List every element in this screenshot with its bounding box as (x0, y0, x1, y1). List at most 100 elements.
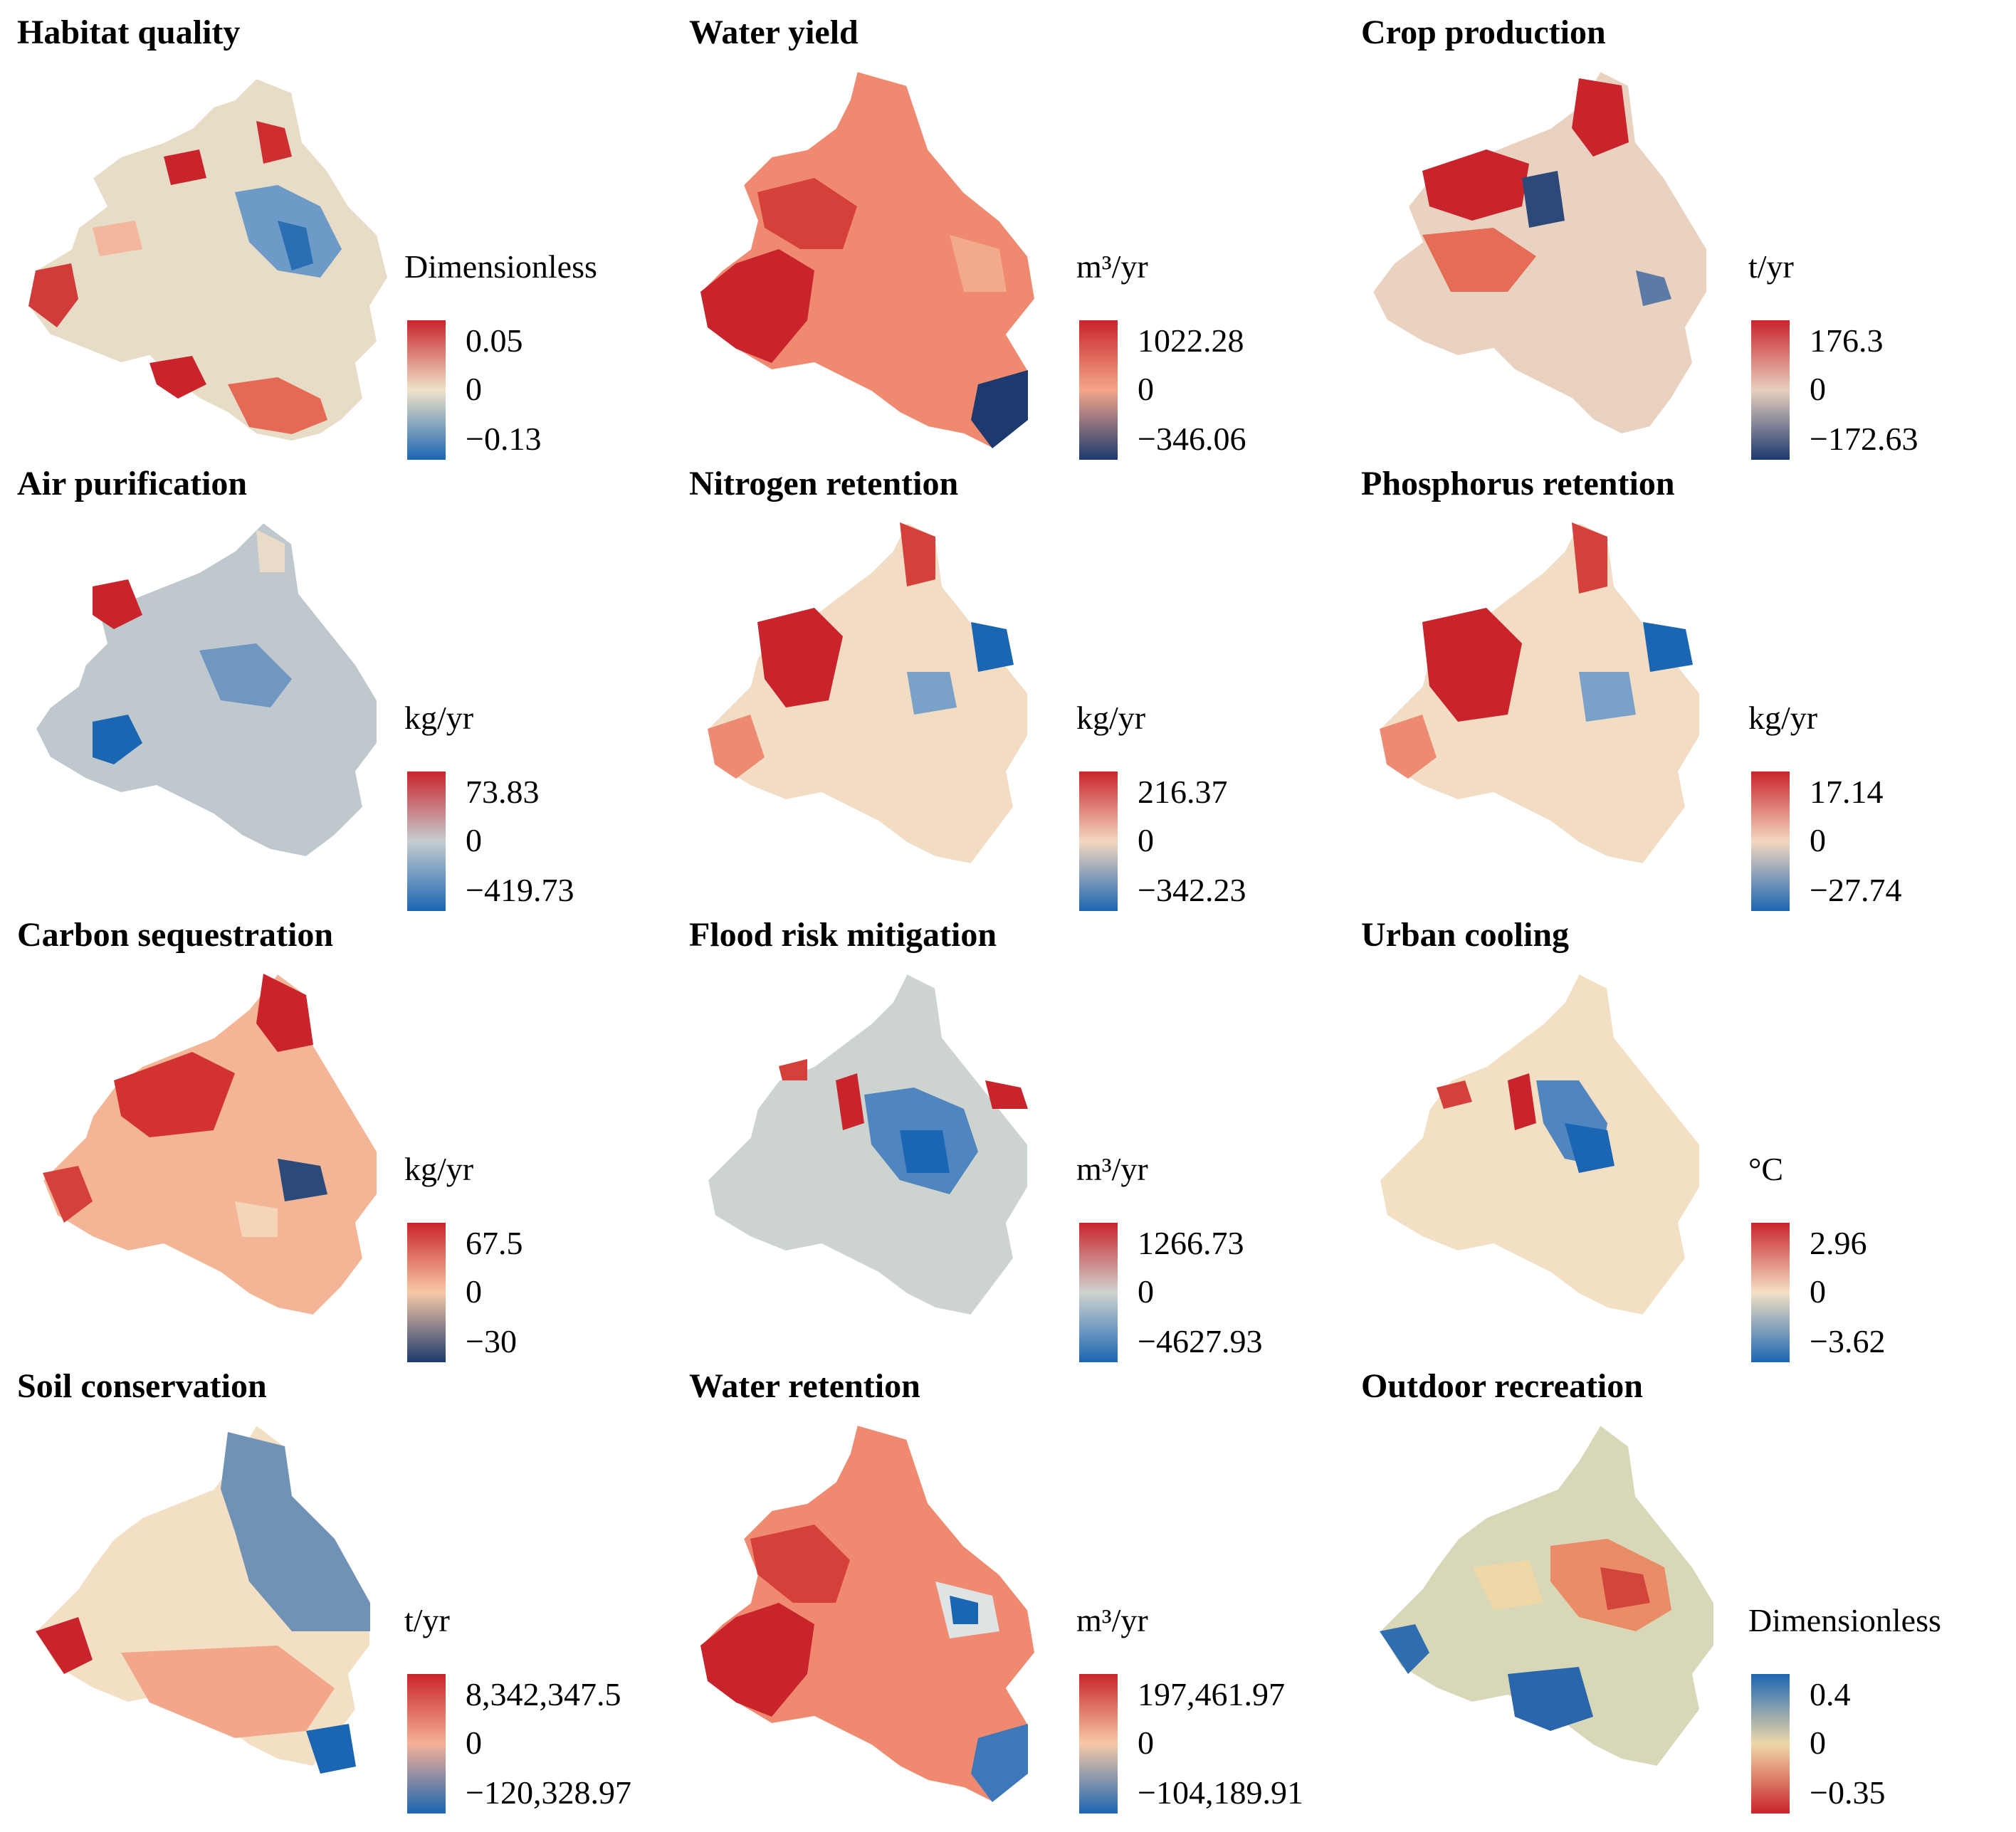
region-patch (1437, 1080, 1472, 1109)
region-map (706, 521, 1029, 865)
legend-zero-label: 0 (1138, 822, 1154, 858)
region-patch (278, 1159, 327, 1201)
region-patch (1600, 1567, 1650, 1610)
legend-min-label: −120,328.97 (466, 1774, 631, 1811)
region-patch (750, 1525, 850, 1603)
region-outline (699, 1423, 1036, 1804)
legend-min-label: −342.23 (1138, 872, 1246, 908)
panel-flood-risk-mitigation: Flood risk mitigation m³/yr 1266.73 0 −4… (672, 902, 1344, 1362)
legend-min-label: −27.74 (1810, 872, 1902, 908)
legend-unit: m³/yr (1076, 248, 1148, 285)
legend-zero-label: 0 (1810, 822, 1826, 858)
panel-title: Nitrogen retention (689, 465, 959, 502)
legend-unit: m³/yr (1076, 1151, 1148, 1187)
panel-air-purification: Air purification kg/yr 73.83 0 −419.73 (0, 451, 672, 911)
panel-title: Soil conservation (17, 1367, 267, 1405)
legend-unit: kg/yr (404, 700, 474, 736)
region-map (1378, 972, 1701, 1317)
region-patch (900, 522, 935, 586)
region-outline (706, 521, 1029, 865)
legend-min-label: −4627.93 (1138, 1323, 1263, 1359)
legend-colorbar (1751, 320, 1790, 460)
region-patch (779, 1059, 807, 1080)
region-patch (43, 1166, 93, 1223)
legend-max-label: 8,342,347.5 (466, 1676, 621, 1712)
legend-zero-label: 0 (1810, 1725, 1826, 1761)
panel-carbon-sequestration: Carbon sequestration kg/yr 67.5 0 −30 (0, 902, 672, 1362)
region-patch (1380, 1624, 1429, 1674)
legend-max-label: 67.5 (466, 1225, 523, 1261)
region-patch (1565, 1123, 1615, 1173)
region-outline (34, 521, 378, 858)
region-patch (950, 235, 1007, 292)
legend-colorbar (1079, 1223, 1118, 1362)
legend-min-label: −346.06 (1138, 421, 1246, 457)
region-patch (28, 263, 78, 327)
legend-colorbar (1751, 1223, 1790, 1362)
legend-max-label: 17.14 (1810, 774, 1884, 810)
region-patch (985, 1080, 1028, 1109)
legend-colorbar (1079, 320, 1118, 460)
legend-max-label: 73.83 (466, 774, 540, 810)
region-outline (1371, 70, 1708, 436)
region-patch (199, 643, 292, 707)
region-map (34, 1423, 371, 1774)
region-outline (1378, 972, 1701, 1317)
panel-title: Water retention (689, 1367, 920, 1405)
region-patch (1380, 715, 1437, 779)
legend-unit: kg/yr (1748, 700, 1818, 736)
region-patch (757, 608, 843, 707)
panel-water-yield: Water yield m³/yr 1022.28 0 −346.06 (672, 0, 1344, 460)
region-patch (1422, 608, 1522, 722)
region-map (41, 972, 378, 1317)
region-map (27, 77, 389, 443)
region-patch (907, 672, 957, 715)
region-patch (836, 1073, 864, 1130)
region-patch (149, 356, 206, 399)
region-patch (1643, 622, 1693, 672)
region-outline (1378, 521, 1701, 865)
region-patch (1422, 228, 1536, 292)
region-patch (1572, 522, 1607, 594)
legend-colorbar (1751, 1674, 1790, 1813)
legend-colorbar (407, 1674, 446, 1813)
legend-unit: m³/yr (1076, 1602, 1148, 1638)
legend-max-label: 0.05 (466, 322, 523, 359)
legend-colorbar (1079, 772, 1118, 911)
region-patch (1636, 270, 1671, 306)
legend-max-label: 0.4 (1810, 1676, 1851, 1712)
region-map (1371, 70, 1708, 436)
legend-unit: kg/yr (1076, 700, 1146, 736)
region-patch (93, 715, 142, 764)
region-patch (278, 221, 313, 270)
legend-unit: Dimensionless (1748, 1602, 1941, 1638)
legend-zero-label: 0 (466, 1725, 482, 1761)
region-map (1378, 1423, 1715, 1768)
region-patch (228, 377, 327, 434)
panel-phosphorus-retention: Phosphorus retention kg/yr 17.14 0 −27.7… (1344, 451, 2016, 911)
legend-zero-label: 0 (466, 822, 482, 858)
legend-min-label: −0.35 (1810, 1774, 1886, 1811)
region-patch (256, 121, 292, 164)
region-outline (699, 70, 1036, 450)
panel-crop-production: Crop production t/yr 176.3 0 −172.63 (1344, 0, 2016, 460)
legend-unit: t/yr (404, 1602, 450, 1638)
region-patch (256, 530, 285, 572)
legend-colorbar (407, 320, 446, 460)
legend-min-label: −104,189.91 (1138, 1774, 1303, 1811)
legend-unit: Dimensionless (404, 248, 597, 285)
legend-colorbar (1079, 1674, 1118, 1813)
region-map (34, 521, 378, 858)
region-patch (700, 249, 814, 363)
region-patch (971, 1724, 1028, 1802)
region-patch (121, 1646, 335, 1738)
legend-colorbar (1751, 772, 1790, 911)
region-patch (36, 1617, 93, 1674)
region-patch (757, 178, 857, 249)
region-patch (1522, 171, 1565, 228)
region-map (699, 1423, 1036, 1804)
legend-min-label: −172.63 (1810, 421, 1918, 457)
region-patch (256, 974, 313, 1052)
region-patch (306, 1724, 356, 1774)
legend-colorbar (407, 1223, 446, 1362)
